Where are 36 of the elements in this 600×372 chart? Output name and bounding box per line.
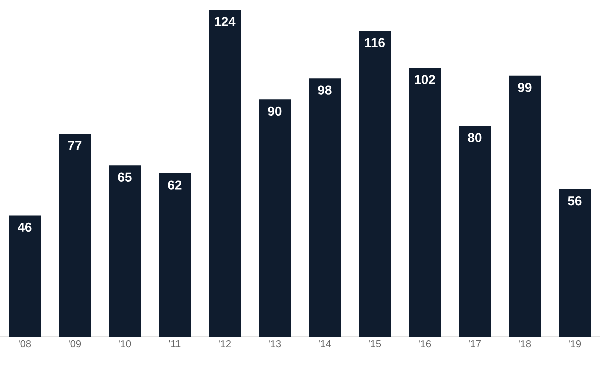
data-label: 80 xyxy=(468,133,482,142)
data-label: 90 xyxy=(268,106,282,116)
bar xyxy=(59,134,91,337)
x-tick-label: '16 xyxy=(419,340,432,348)
data-label: 124 xyxy=(215,17,236,26)
data-label: 62 xyxy=(168,180,182,190)
data-label: 46 xyxy=(18,222,32,232)
x-tick-label: '17 xyxy=(469,340,481,348)
x-tick-label: '12 xyxy=(219,340,231,348)
data-label: 99 xyxy=(518,83,532,92)
bar xyxy=(259,100,292,337)
bar xyxy=(559,189,592,337)
data-label: 56 xyxy=(568,196,582,206)
data-label: 102 xyxy=(415,75,436,84)
bar xyxy=(109,166,141,337)
data-label: 98 xyxy=(318,86,332,95)
bar xyxy=(359,31,392,337)
data-label: 65 xyxy=(118,172,132,182)
x-tick-label: '11 xyxy=(169,340,181,348)
x-tick-label: '15 xyxy=(369,340,382,348)
data-label: 116 xyxy=(365,38,385,48)
bar xyxy=(509,76,542,337)
bar xyxy=(9,216,41,337)
x-tick-label: '14 xyxy=(319,340,332,348)
bar xyxy=(409,68,442,337)
x-tick-label: '13 xyxy=(269,340,282,348)
bar xyxy=(209,10,242,337)
bar xyxy=(159,174,192,337)
x-tick-label: '18 xyxy=(519,340,532,348)
x-tick-label: '19 xyxy=(569,340,582,348)
x-tick-label: '09 xyxy=(69,340,82,348)
bar xyxy=(459,126,492,337)
data-label: 77 xyxy=(68,141,82,150)
x-tick-label: '10 xyxy=(119,340,132,348)
bar xyxy=(309,78,342,337)
x-tick-label: '08 xyxy=(19,340,32,348)
